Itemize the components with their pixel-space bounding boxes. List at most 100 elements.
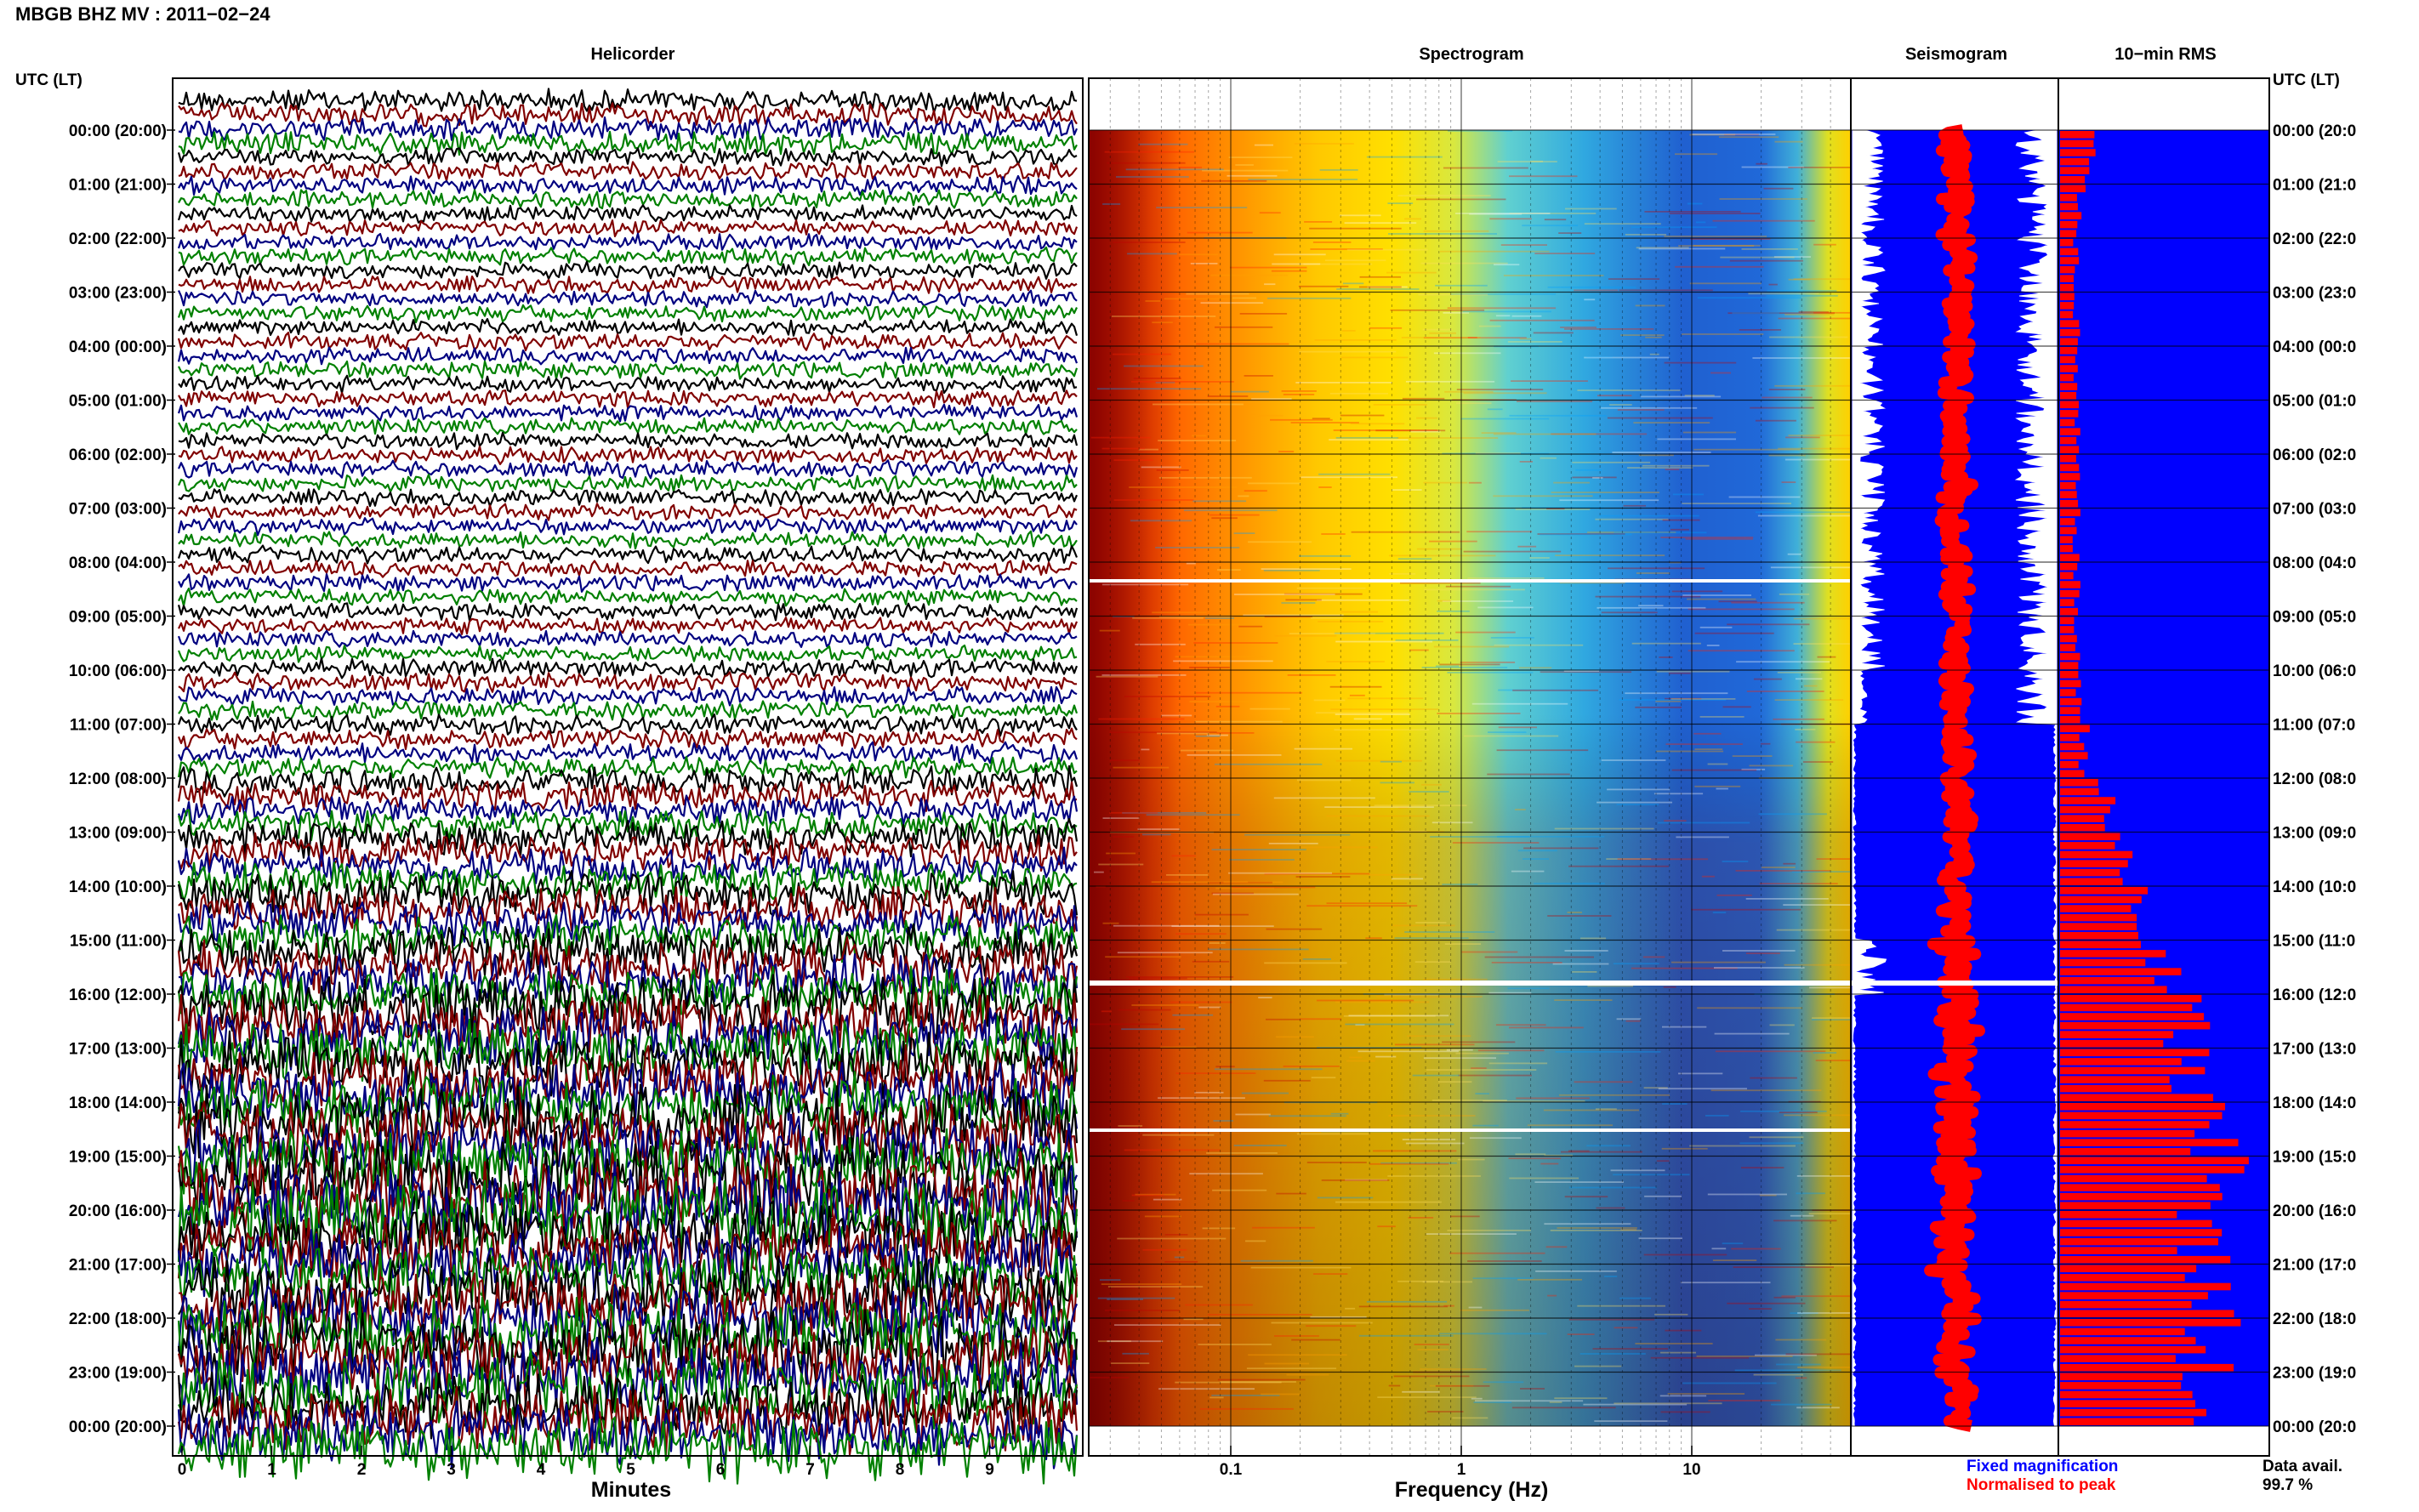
rms-bar [2060,428,2080,435]
rms-bar [2060,157,2090,166]
right-time-tick: 03:00 (23:0 [2273,285,2356,303]
left-time-tick: 04:00 (00:00) [69,338,167,356]
helicorder-trace [177,232,1078,253]
left-time-tick: 22:00 (18:00) [69,1310,167,1328]
rms-bar [2060,383,2078,390]
helicorder-trace [178,657,1079,679]
rms-bar [2060,752,2088,759]
helicorder-trace [177,289,1078,309]
helicorder-trace [177,809,1078,842]
helicorder-trace [178,161,1078,183]
helicorder-trace [178,219,1079,237]
rms-bar [2060,1219,2212,1228]
left-time-tick: 23:00 (19:00) [69,1365,167,1383]
helicorder-trace [177,644,1078,663]
rms-bar [2060,797,2116,804]
rms-bar [2060,554,2080,561]
rms-bar [2060,1319,2241,1327]
rms-bar [2060,293,2075,301]
rms-bar [2060,923,2137,930]
rms-bar [2060,1147,2191,1156]
rms-bar [2060,652,2080,661]
legend-normalised-to-peak: Normalised to peak [1967,1476,2116,1494]
rms-bar [2060,149,2096,156]
right-time-tick: 09:00 (05:0 [2273,609,2356,627]
rms-bar [2060,1129,2195,1138]
left-time-tick: 16:00 (12:00) [69,986,167,1004]
rms-bar [2060,202,2078,211]
rms-bar [2060,499,2079,508]
rms-bar [2060,878,2123,885]
rms-bar [2060,373,2074,382]
spectrogram-x-tick: 1 [1457,1461,1466,1479]
helicorder-trace [177,1083,1079,1161]
right-time-tick: 21:00 (17:0 [2273,1257,2356,1275]
rms-bar [2060,850,2133,859]
rms-bar [2060,355,2075,364]
rms-bar [2060,175,2086,184]
rms-bar [2060,1247,2177,1254]
helicorder-x-tick: 7 [805,1461,815,1479]
helicorder-trace [177,846,1078,884]
right-time-tick: 07:00 (03:0 [2273,501,2356,519]
helicorder-trace [177,924,1079,980]
right-time-tick: 18:00 (14:0 [2273,1094,2356,1112]
rms-bar [2060,481,2076,490]
rms-panel [2058,77,2270,1457]
rms-bar [2060,320,2080,327]
helicorder-trace [178,276,1078,294]
helicorder-trace [177,517,1078,537]
helicorder-trace [177,1126,1078,1203]
right-time-tick: 17:00 (13:0 [2273,1041,2356,1059]
rms-bar [2060,815,2104,822]
right-time-tick: 00:00 (20:0 [2273,122,2356,140]
rms-bar [2060,463,2080,472]
rms-bar [2060,581,2080,588]
rms-bar [2060,1355,2176,1362]
rms-bar [2060,1094,2213,1101]
left-time-tick: 00:00 (20:00) [69,122,167,140]
helicorder-trace [177,1400,1079,1469]
rms-bar [2060,283,2075,292]
rms-bar [2060,212,2082,219]
helicorder-trace [178,446,1078,465]
helicorder-x-tick: 2 [357,1461,367,1479]
helicorder-x-tick: 3 [447,1461,456,1479]
helicorder-trace [178,700,1079,721]
rms-bar [2060,1274,2185,1282]
right-time-tick: 00:00 (20:0 [2273,1418,2356,1436]
rms-bar [2060,995,2202,1003]
rms-bar [2060,302,2075,310]
helicorder-title: Helicorder [591,45,675,64]
rms-bar [2060,401,2079,409]
rms-bar [2060,950,2166,958]
right-time-tick: 22:00 (18:0 [2273,1310,2356,1328]
spectrogram-grid [1109,78,1831,1456]
rms-bar [2060,868,2120,877]
helicorder-trace [177,1296,1079,1373]
helicorder-trace [178,116,1079,141]
helicorder-trace [177,146,1078,168]
seismogram-panel [1850,77,2059,1457]
rms-bar [2060,1021,2211,1030]
left-time-tick: 14:00 (10:00) [69,878,167,896]
rms-bar [2060,347,2078,355]
helicorder-x-tick: 9 [985,1461,994,1479]
rms-bar [2060,1058,2182,1066]
rms-bar [2060,338,2078,345]
right-time-tick: 14:00 (10:0 [2273,878,2356,896]
helicorder-trace [178,952,1079,1009]
rms-bar [2060,1418,2194,1425]
helicorder-trace [177,1130,1079,1227]
rms-bar [2060,1121,2210,1128]
rms-bar [2060,887,2149,895]
rms-bar [2060,536,2073,543]
helicorder-trace [177,304,1079,324]
hour-gridlines [1089,129,2269,1427]
right-time-tick: 20:00 (16:0 [2273,1202,2356,1220]
rms-bar [2060,1237,2218,1246]
rms-bar [2060,833,2120,841]
spectrogram-x-ticks: 0.1 1 10 [1220,1446,1701,1479]
seismogram-title: Seismogram [1905,45,2007,64]
rms-bar [2060,1337,2196,1344]
